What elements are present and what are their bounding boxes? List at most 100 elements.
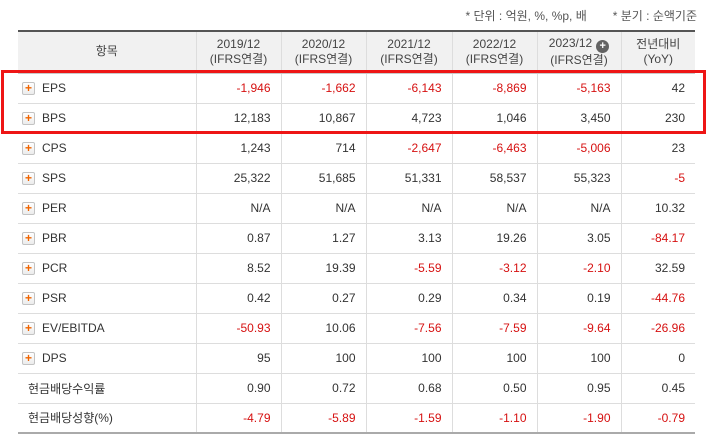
item-column-header: 항목 <box>18 30 196 74</box>
column-period: 2019/12 <box>216 36 261 51</box>
table-row-EPS: + EPS -1,946 -1,662 -6,143 -8,869 -5,163 42 <box>18 73 695 104</box>
table-row-CPS: + CPS 1,243 714 -2,647 -6,463 -5,006 23 <box>18 133 695 164</box>
table-notes: * 단위 : 억원, %, %p, 배 * 분기 : 순액기준 <box>466 7 697 24</box>
row-label-cell: + PER <box>18 193 196 224</box>
row-label-cell: 현금배당수익률 <box>18 373 196 404</box>
row-label-cell: + DPS <box>18 343 196 374</box>
row-label: PSR <box>42 291 67 305</box>
value-cell: 23 <box>620 133 695 164</box>
value-cell: -4.79 <box>195 403 281 434</box>
value-cell: 19.26 <box>451 223 537 254</box>
row-label-cell: + EV/EBITDA <box>18 313 196 344</box>
table-body: + EPS -1,946 -1,662 -6,143 -8,869 -5,163 42 + BPS… <box>18 73 695 434</box>
row-label-cell: + BPS <box>18 103 196 134</box>
table-row-PBR: + PBR 0.87 1.27 3.13 19.26 3.05 -84.17 <box>18 223 695 254</box>
value-cell: 1.27 <box>280 223 366 254</box>
row-label: 현금배당수익률 <box>28 381 106 396</box>
value-cell: N/A <box>365 193 452 224</box>
column-header-2022-12: 2022/12 (IFRS연결) <box>451 30 537 74</box>
value-cell: -1.90 <box>536 403 621 434</box>
table-row-SPS: + SPS 25,322 51,685 51,331 58,537 55,323 -5 <box>18 163 695 194</box>
table-row-현금배당성향---: 현금배당성향(%) -4.79 -5.89 -1.59 -1.10 -1.90 -0.79 <box>18 403 695 434</box>
value-cell: 10.32 <box>620 193 695 224</box>
row-label: PCR <box>42 261 68 275</box>
value-cell: 12,183 <box>195 103 281 134</box>
unit-note: * 단위 : 억원, %, %p, 배 <box>465 9 587 23</box>
row-label-cell: 현금배당성향(%) <box>18 403 196 434</box>
expand-row-icon[interactable]: + <box>22 231 35 245</box>
column-standard: (IFRS연결) <box>550 52 608 67</box>
value-cell: 0.50 <box>451 373 537 404</box>
value-cell: 0 <box>620 343 695 374</box>
row-label: PBR <box>42 231 67 245</box>
expand-row-icon[interactable]: + <box>22 261 35 275</box>
value-cell: 10.06 <box>280 313 366 344</box>
value-cell: -6,463 <box>451 133 537 164</box>
row-label: BPS <box>42 111 67 125</box>
value-cell: 100 <box>280 343 366 374</box>
column-header-2020-12: 2020/12 (IFRS연결) <box>280 30 366 74</box>
value-cell: 3,450 <box>536 103 621 134</box>
row-label: EV/EBITDA <box>42 321 105 335</box>
value-cell: 100 <box>536 343 621 374</box>
value-cell: 714 <box>280 133 366 164</box>
expand-row-icon[interactable]: + <box>22 111 35 125</box>
row-label: PER <box>42 201 67 215</box>
value-cell: -6,143 <box>365 73 452 104</box>
value-cell: 0.27 <box>280 283 366 314</box>
value-cell: 0.19 <box>536 283 621 314</box>
value-cell: -1.10 <box>451 403 537 434</box>
expand-row-icon[interactable]: + <box>22 321 35 335</box>
per-share-metrics-table: 항목 2019/12 (IFRS연결) 2020/12 (IFRS연결) 2021/12… <box>18 30 695 434</box>
add-column-icon[interactable]: + <box>596 39 610 53</box>
value-cell: 3.13 <box>365 223 452 254</box>
value-cell: 4,723 <box>365 103 452 134</box>
value-cell: -1,946 <box>195 73 281 104</box>
column-period: 2022/12 <box>472 36 517 51</box>
value-cell: 0.42 <box>195 283 281 314</box>
expand-row-icon[interactable]: + <box>22 291 35 305</box>
expand-row-icon[interactable]: + <box>22 141 35 155</box>
column-period: 2023/12 <box>548 35 593 50</box>
value-cell: 51,685 <box>280 163 366 194</box>
value-cell: 0.95 <box>536 373 621 404</box>
row-label-cell: + EPS <box>18 73 196 104</box>
row-label: EPS <box>42 81 67 95</box>
value-cell: -1.59 <box>365 403 452 434</box>
value-cell: 0.87 <box>195 223 281 254</box>
value-cell: -7.59 <box>451 313 537 344</box>
value-cell: 100 <box>451 343 537 374</box>
column-period: 2021/12 <box>387 36 431 51</box>
value-cell: 42 <box>620 73 695 104</box>
value-cell: 0.72 <box>280 373 366 404</box>
value-cell: -2,647 <box>365 133 452 164</box>
column-header-2023-12: 2023/12 + (IFRS연결) <box>536 30 621 74</box>
table-row-PCR: + PCR 8.52 19.39 -5.59 -3.12 -2.10 32.59 <box>18 253 695 284</box>
column-standard: (IFRS연결) <box>465 52 524 67</box>
value-cell: -8,869 <box>451 73 537 104</box>
expand-row-icon[interactable]: + <box>22 171 35 185</box>
value-cell: 51,331 <box>365 163 452 194</box>
value-cell: 1,243 <box>195 133 281 164</box>
expand-row-icon[interactable]: + <box>22 351 35 365</box>
value-cell: 19.39 <box>280 253 366 284</box>
value-cell: -1,662 <box>280 73 366 104</box>
row-label: 현금배당성향(%) <box>28 411 113 426</box>
value-cell: -50.93 <box>195 313 281 344</box>
value-cell: 32.59 <box>620 253 695 284</box>
expand-row-icon[interactable]: + <box>22 201 35 215</box>
value-cell: -0.79 <box>620 403 695 434</box>
value-cell: 100 <box>365 343 452 374</box>
value-cell: -2.10 <box>536 253 621 284</box>
row-label-cell: + CPS <box>18 133 196 164</box>
table-row-PSR: + PSR 0.42 0.27 0.29 0.34 0.19 -44.76 <box>18 283 695 314</box>
column-standard: (YoY) <box>643 52 674 67</box>
value-cell: 58,537 <box>451 163 537 194</box>
table-row-PER: + PER N/A N/A N/A N/A N/A 10.32 <box>18 193 695 224</box>
row-label-cell: + PCR <box>18 253 196 284</box>
value-cell: -5,163 <box>536 73 621 104</box>
table-row-현금배당수익률: 현금배당수익률 0.90 0.72 0.68 0.50 0.95 0.45 <box>18 373 695 404</box>
expand-row-icon[interactable]: + <box>22 81 35 95</box>
basis-note: * 분기 : 순액기준 <box>612 9 697 23</box>
